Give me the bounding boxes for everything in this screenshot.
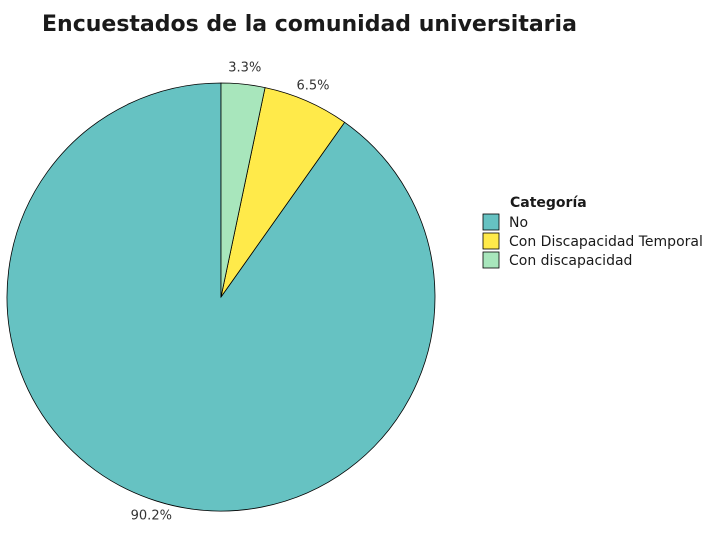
slice-label-1: 6.5% xyxy=(296,79,329,94)
legend-label-2: Con discapacidad xyxy=(509,253,632,269)
legend-swatch-1 xyxy=(482,232,500,250)
pie-slices xyxy=(6,82,436,512)
legend: Categoría No Con Discapacidad Temporal Con… xyxy=(482,195,703,269)
pie-slice-0 xyxy=(6,82,436,512)
legend-swatch-2 xyxy=(482,251,500,269)
chart-title: Encuestados de la comunidad universitari… xyxy=(42,12,577,37)
legend-label-0: No xyxy=(509,215,528,231)
legend-title: Categoría xyxy=(510,195,587,211)
slice-label-2: 3.3% xyxy=(228,61,261,76)
legend-label-1: Con Discapacidad Temporal xyxy=(509,234,703,250)
pie-slice-2 xyxy=(220,82,266,298)
pie-slice-labels: 90.2% 6.5% 3.3% xyxy=(131,61,330,524)
slice-label-0: 90.2% xyxy=(131,509,172,524)
legend-items: No Con Discapacidad Temporal Con discapaci… xyxy=(482,213,703,269)
legend-swatch-0 xyxy=(482,213,500,231)
